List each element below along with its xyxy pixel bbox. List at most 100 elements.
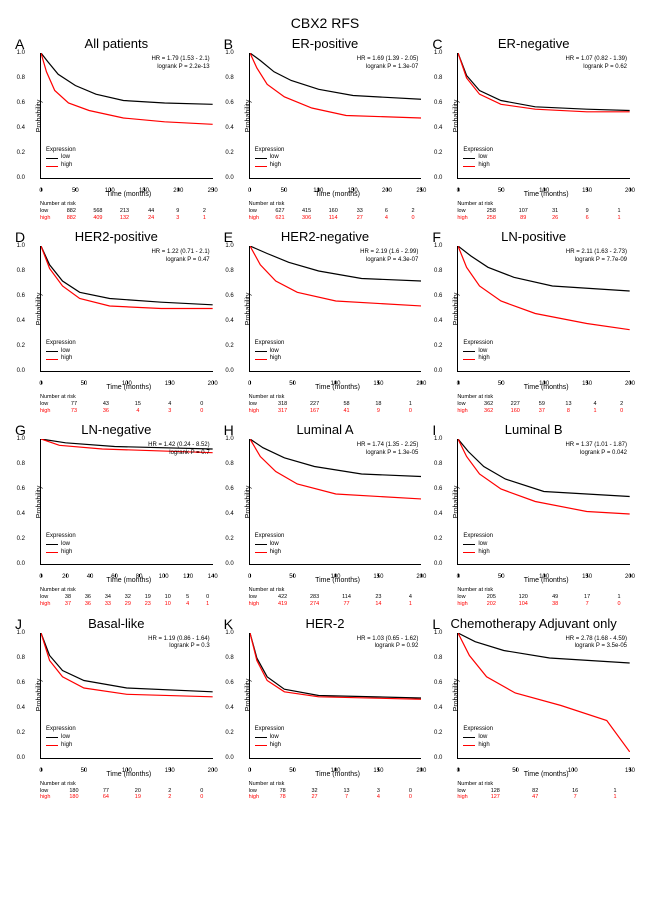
risk-val: 1: [603, 215, 635, 222]
risk-val: 24: [138, 215, 165, 222]
risk-val: 15: [122, 401, 154, 408]
risk-low-label: low: [457, 788, 475, 795]
risk-title: Number at risk: [40, 394, 218, 400]
legend-low: low: [255, 734, 285, 742]
risk-val: 64: [90, 794, 122, 801]
km-plot: Probability 0.00.20.40.60.81.0 050100150…: [40, 53, 213, 179]
risk-val: 3: [154, 408, 186, 415]
risk-val: 627: [267, 208, 294, 215]
risk-val: 43: [90, 401, 122, 408]
logrank-value: logrank P = 0.3: [148, 643, 210, 651]
risk-val: 36: [78, 601, 98, 608]
legend-high: high: [255, 355, 285, 363]
risk-val: 283: [299, 594, 331, 601]
risk-val: 37: [529, 408, 556, 415]
legend: Expression low high: [463, 533, 493, 556]
risk-val: 1: [394, 601, 426, 608]
risk-val: 47: [515, 794, 555, 801]
risk-val: 4: [122, 408, 154, 415]
risk-val: 4: [178, 601, 198, 608]
risk-table: Number at risklow31822758181high31716741…: [249, 394, 427, 414]
risk-val: 59: [529, 401, 556, 408]
risk-low-label: low: [457, 594, 475, 601]
risk-val: 13: [331, 788, 363, 795]
panel-title: LN-negative: [15, 422, 218, 437]
legend: Expression low high: [463, 340, 493, 363]
risk-val: 4: [582, 401, 609, 408]
panel-a: A All patients Probability 0.00.20.40.60…: [15, 36, 218, 221]
panel-title: HER2-positive: [15, 229, 218, 244]
logrank-value: logrank P = 4.3e-07: [360, 257, 418, 265]
risk-val: 882: [58, 208, 85, 215]
legend-low: low: [46, 154, 76, 162]
risk-high-label: high: [249, 215, 267, 222]
hr-value: HR = 1.42 (0.24 - 8.52): [148, 442, 210, 450]
logrank-value: logrank P = 3.5e-05: [565, 643, 627, 651]
legend: Expression low high: [463, 726, 493, 749]
risk-table: Number at risklow362227591342high3621603…: [457, 394, 635, 414]
risk-table: Number at risklow20512049171high20210438…: [457, 587, 635, 607]
risk-val: 73: [58, 408, 90, 415]
main-title: CBX2 RFS: [15, 15, 635, 31]
risk-title: Number at risk: [40, 781, 218, 787]
risk-val: 0: [186, 794, 218, 801]
risk-high-label: high: [249, 408, 267, 415]
logrank-value: logrank P = 0.92: [357, 643, 419, 651]
risk-val: 0: [186, 408, 218, 415]
risk-val: 18: [362, 401, 394, 408]
risk-table: Number at risklow2581073191high258892661: [457, 201, 635, 221]
panel-j: J Basal-like Probability 0.00.20.40.60.8…: [15, 616, 218, 801]
risk-val: 409: [85, 215, 112, 222]
risk-val: 415: [293, 208, 320, 215]
legend-low: low: [46, 348, 76, 356]
hr-value: HR = 1.79 (1.53 - 2.1): [151, 56, 209, 64]
risk-val: 33: [98, 601, 118, 608]
risk-val: 258: [475, 215, 507, 222]
risk-val: 2: [608, 401, 635, 408]
legend-title: Expression: [463, 533, 493, 541]
risk-val: 78: [267, 794, 299, 801]
legend-low: low: [463, 348, 493, 356]
panel-grid: A All patients Probability 0.00.20.40.60…: [15, 36, 635, 801]
risk-val: 422: [267, 594, 299, 601]
risk-val: 14: [362, 601, 394, 608]
risk-val: 3: [164, 215, 191, 222]
risk-val: 36: [78, 594, 98, 601]
panel-f: F LN-positive Probability 0.00.20.40.60.…: [432, 229, 635, 414]
risk-val: 2: [400, 208, 427, 215]
hr-text: HR = 1.22 (0.71 - 2.1) logrank P = 0.47: [151, 249, 209, 265]
risk-val: 114: [331, 594, 363, 601]
risk-val: 17: [571, 594, 603, 601]
risk-val: 3: [362, 788, 394, 795]
logrank-value: logrank P = 2.2e-13: [151, 64, 209, 72]
panel-d: D HER2-positive Probability 0.00.20.40.6…: [15, 229, 218, 414]
panel-title: HER-2: [224, 616, 427, 631]
km-plot: Probability 0.00.20.40.60.81.0 050100150…: [249, 246, 422, 372]
risk-val: 202: [475, 601, 507, 608]
risk-high-label: high: [457, 601, 475, 608]
xlabel: Time (months): [40, 191, 218, 198]
risk-val: 29: [118, 601, 138, 608]
km-plot: Probability 0.00.20.40.60.81.0 050100150…: [249, 633, 422, 759]
risk-title: Number at risk: [457, 587, 635, 593]
risk-val: 274: [299, 601, 331, 608]
risk-title: Number at risk: [249, 201, 427, 207]
legend: Expression low high: [463, 147, 493, 170]
km-plot: Probability 0.00.20.40.60.81.0 050100150…: [40, 246, 213, 372]
legend: Expression low high: [46, 147, 76, 170]
risk-title: Number at risk: [40, 201, 218, 207]
legend-high: high: [463, 549, 493, 557]
hr-value: HR = 1.03 (0.65 - 1.62): [357, 636, 419, 644]
hr-text: HR = 1.19 (0.86 - 1.64) logrank P = 0.3: [148, 636, 210, 652]
risk-val: 7: [331, 794, 363, 801]
risk-val: 104: [507, 601, 539, 608]
hr-text: HR = 1.79 (1.53 - 2.1) logrank P = 2.2e-…: [151, 56, 209, 72]
risk-title: Number at risk: [457, 201, 635, 207]
km-plot: Probability 0.00.20.40.60.81.0 050100150…: [457, 633, 630, 759]
risk-val: 19: [122, 794, 154, 801]
risk-val: 41: [331, 408, 363, 415]
risk-val: 0: [186, 788, 218, 795]
panel-title: LN-positive: [432, 229, 635, 244]
legend-title: Expression: [46, 147, 76, 155]
risk-high-label: high: [249, 794, 267, 801]
